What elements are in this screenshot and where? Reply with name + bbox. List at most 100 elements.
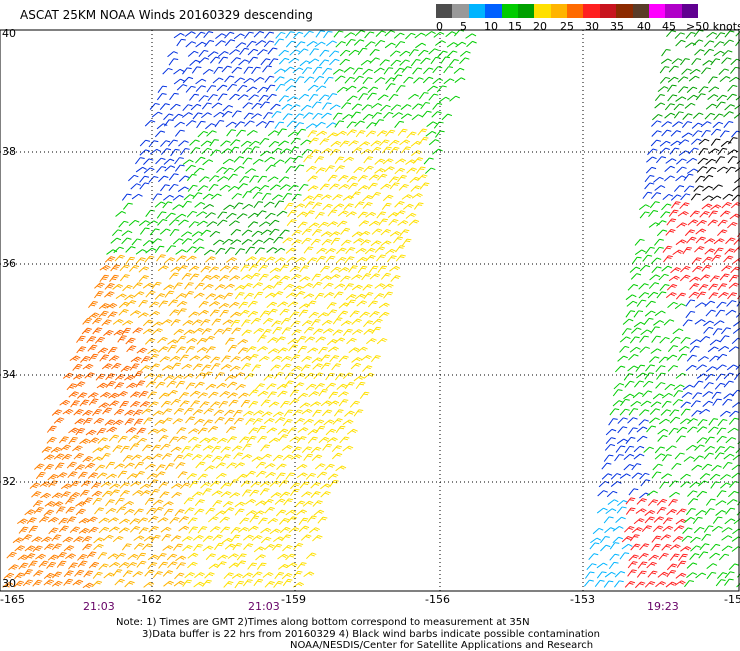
wind-barb <box>703 320 715 327</box>
wind-barb <box>415 42 427 49</box>
wind-barb <box>229 146 240 154</box>
wind-barb <box>674 452 685 460</box>
wind-barb <box>435 40 446 46</box>
wind-barb <box>87 516 98 523</box>
wind-barb <box>159 228 171 235</box>
wind-barb <box>152 571 163 579</box>
wind-barb <box>701 463 713 471</box>
wind-barb <box>263 201 275 208</box>
wind-barb <box>216 561 227 569</box>
wind-barb <box>147 391 157 399</box>
wind-barb <box>336 220 348 228</box>
wind-barb <box>320 400 332 407</box>
wind-barb <box>665 158 677 164</box>
wind-barb <box>252 158 264 165</box>
wind-barb <box>245 256 257 262</box>
wind-barb <box>329 183 340 190</box>
wind-barb <box>170 103 181 111</box>
wind-barb <box>729 213 740 220</box>
wind-barb <box>176 435 188 442</box>
wind-barb <box>625 507 636 515</box>
wind-barb <box>242 572 253 579</box>
wind-barb <box>68 562 78 570</box>
wind-barb <box>78 517 90 524</box>
wind-barb <box>148 401 159 408</box>
wind-barb <box>651 543 661 552</box>
wind-barb <box>191 231 203 237</box>
wind-barb <box>686 426 698 433</box>
wind-barb <box>298 525 310 533</box>
wind-barb <box>675 572 687 579</box>
wind-barb <box>169 309 180 317</box>
wind-barb <box>255 461 266 469</box>
latitude-label: 30 <box>2 577 16 590</box>
wind-barb <box>327 346 339 353</box>
wind-barb <box>687 219 699 226</box>
wind-barb <box>146 220 158 226</box>
wind-barb <box>297 427 309 433</box>
wind-barb <box>148 175 159 183</box>
wind-barb <box>335 425 346 433</box>
wind-barb <box>344 32 356 39</box>
wind-barb <box>51 580 63 587</box>
wind-barb <box>329 148 341 156</box>
wind-barb <box>103 572 115 579</box>
wind-barb <box>97 552 108 560</box>
wind-barb <box>125 246 136 253</box>
wind-barb <box>160 526 172 533</box>
wind-barb <box>703 382 714 389</box>
wind-barb <box>44 501 56 507</box>
wind-barb <box>459 50 471 57</box>
wind-barb <box>221 148 232 155</box>
wind-barb <box>121 193 132 201</box>
wind-barb <box>62 372 74 379</box>
wind-barb <box>110 264 121 272</box>
wind-barb <box>135 157 145 165</box>
wind-barb <box>149 102 160 110</box>
wind-barb <box>241 454 253 460</box>
wind-barb <box>114 382 125 390</box>
wind-barb <box>698 86 709 94</box>
wind-barb <box>279 526 291 534</box>
wind-barb <box>120 365 132 372</box>
wind-barb <box>190 400 200 408</box>
wind-barb <box>418 92 429 100</box>
wind-barb <box>704 436 715 444</box>
wind-barb <box>707 94 719 100</box>
wind-barb <box>217 93 228 101</box>
wind-barb <box>642 380 654 388</box>
wind-barb <box>161 453 172 460</box>
wind-barb <box>80 480 92 487</box>
wind-barb <box>240 399 251 408</box>
wind-barb <box>229 365 241 372</box>
wind-barb <box>184 282 194 290</box>
wind-barb <box>131 193 143 200</box>
wind-barb <box>202 579 212 587</box>
wind-barb <box>301 320 313 327</box>
wind-barb <box>284 78 296 85</box>
wind-barb <box>213 111 225 118</box>
wind-barb <box>163 113 174 121</box>
wind-barb <box>109 274 119 282</box>
wind-barb <box>658 273 669 281</box>
wind-barb <box>389 231 401 237</box>
wind-barb <box>163 194 174 201</box>
wind-barb <box>31 536 43 543</box>
wind-barb <box>719 410 731 417</box>
wind-barb <box>432 66 443 74</box>
wind-barb <box>266 383 277 390</box>
wind-barb <box>689 283 700 290</box>
wind-barb <box>295 257 307 263</box>
wind-barb <box>214 372 225 380</box>
wind-barb <box>364 247 376 255</box>
wind-barb <box>301 237 312 245</box>
wind-barb <box>230 356 241 363</box>
wind-barb <box>172 113 183 121</box>
wind-barb <box>281 572 293 580</box>
wind-barb <box>665 445 677 452</box>
wind-barb <box>276 210 288 217</box>
wind-barb <box>292 409 303 417</box>
wind-barb <box>725 507 736 515</box>
wind-barb <box>43 463 54 471</box>
wind-barb <box>345 294 357 301</box>
